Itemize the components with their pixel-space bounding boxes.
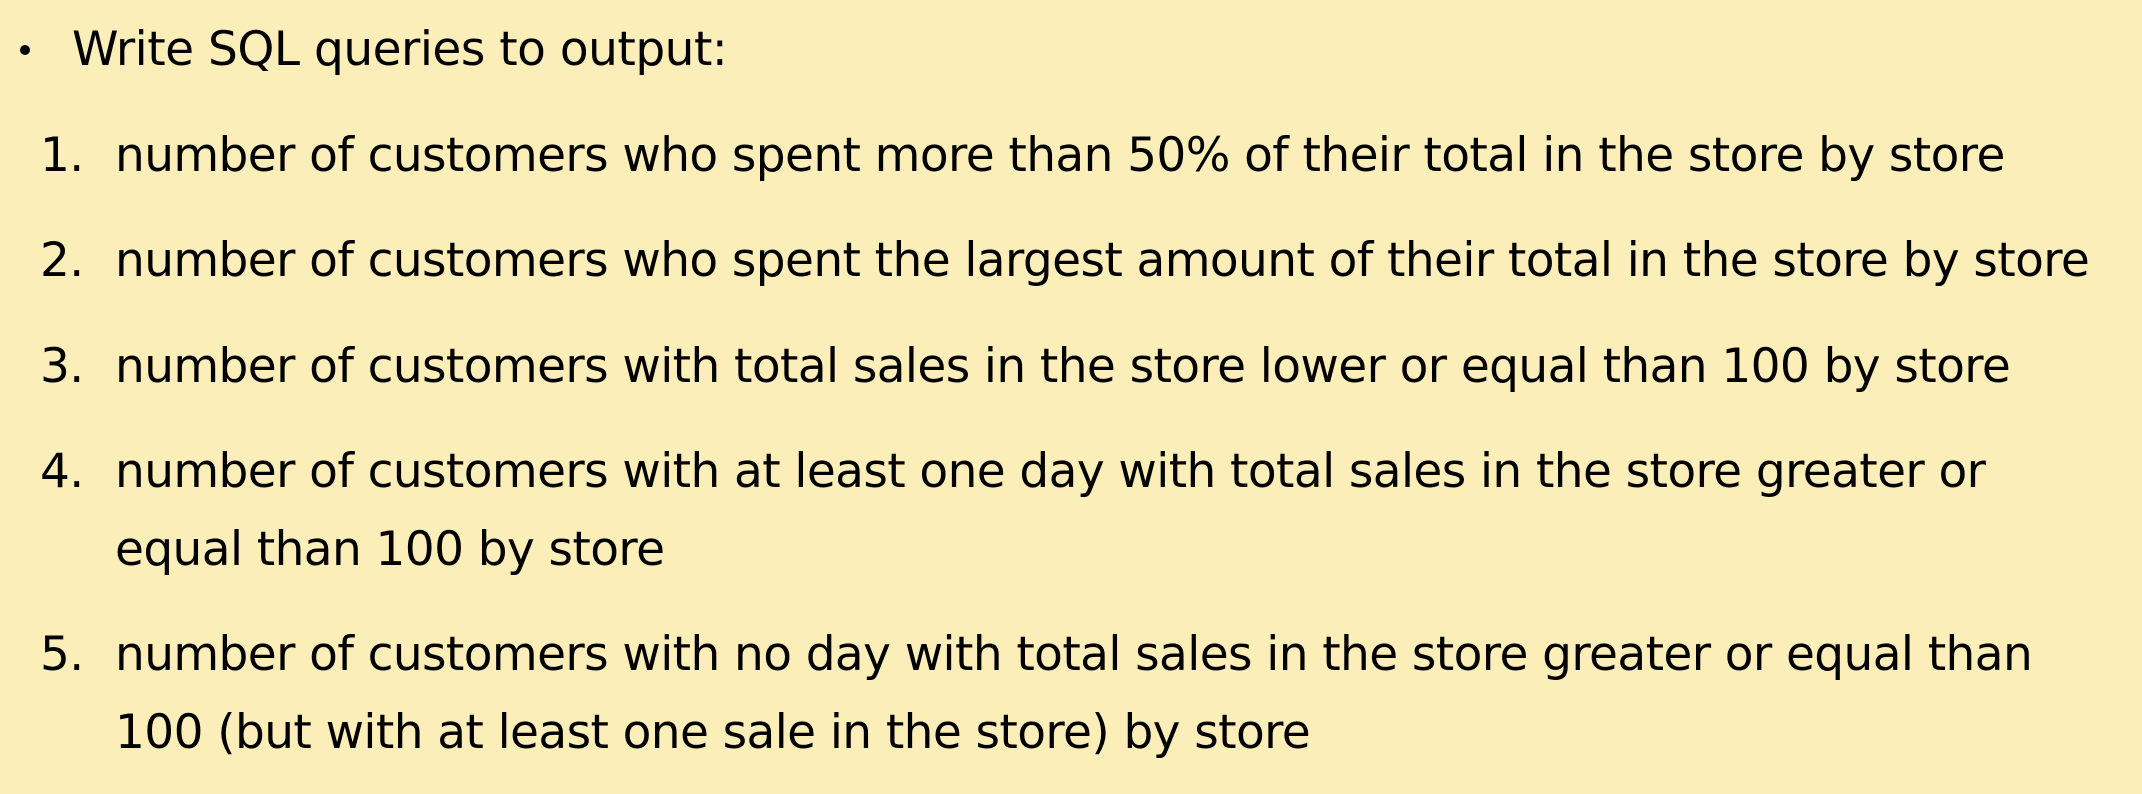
intro-text: Write SQL queries to output: — [72, 21, 728, 77]
list-item-text: number of customers with total sales in … — [115, 339, 2011, 394]
list-item-text: number of customers who spent the larges… — [115, 233, 2090, 288]
list-item-text-line-2: 100 (but with at least one sale in the s… — [115, 705, 1311, 760]
list-item-number: 1. — [40, 128, 84, 183]
list-item-number: 5. — [40, 627, 84, 682]
list-item-text-line-1: number of customers with at least one da… — [115, 444, 1986, 499]
list-item-number: 4. — [40, 444, 84, 499]
list-item-text-line-1: number of customers with no day with tot… — [115, 627, 2033, 682]
intro-bullet: Write SQL queries to output: — [20, 14, 728, 84]
list-item-number: 3. — [40, 339, 84, 394]
bullet-dot-icon — [20, 45, 30, 55]
list-item-number: 2. — [40, 233, 84, 288]
list-item-text-line-2: equal than 100 by store — [115, 522, 665, 577]
list-item-text: number of customers who spent more than … — [115, 128, 2005, 183]
